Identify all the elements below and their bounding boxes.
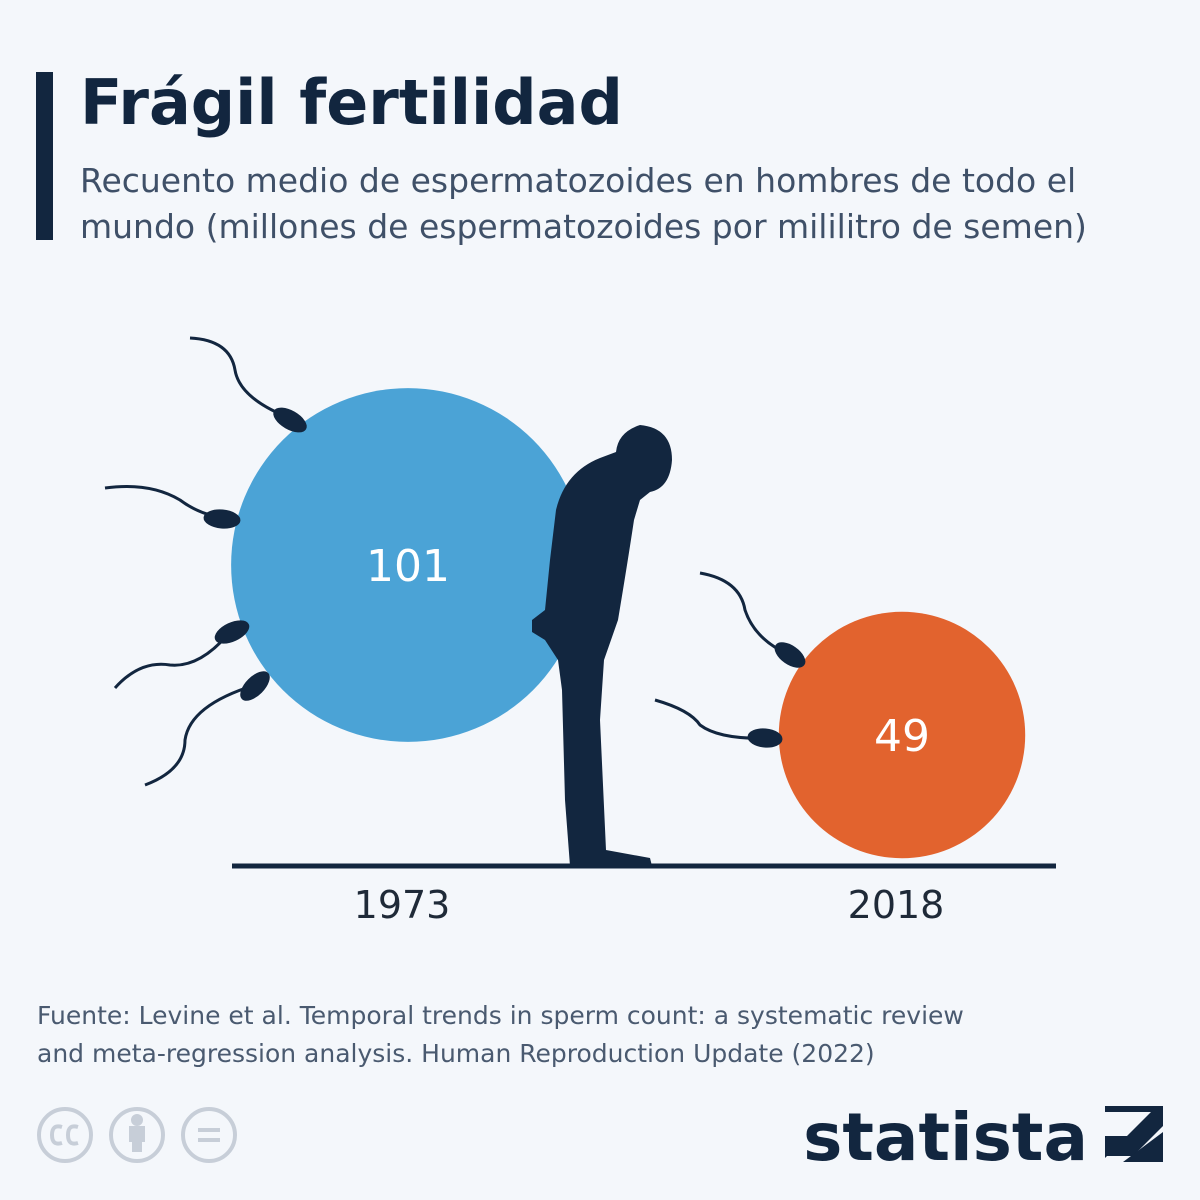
subtitle: Recuento medio de espermatozoides en hom… bbox=[80, 161, 1076, 200]
license-icons bbox=[37, 1107, 237, 1163]
brand: statista bbox=[803, 1099, 1088, 1176]
source: Fuente: Levine et al. Temporal trends in… bbox=[37, 1001, 964, 1030]
bubbles bbox=[231, 388, 1026, 859]
value-label: 101 bbox=[366, 541, 450, 592]
chart-title: Frágil fertilidad bbox=[80, 66, 623, 139]
bubble bbox=[778, 611, 1026, 859]
bubble bbox=[231, 388, 585, 742]
title-bar bbox=[36, 72, 53, 240]
illustration bbox=[104, 336, 806, 866]
source: and meta-regression analysis. Human Repr… bbox=[37, 1039, 875, 1068]
subtitle: mundo (millones de espermatozoides por m… bbox=[80, 207, 1087, 246]
brand-logo bbox=[1105, 1106, 1163, 1162]
x-tick-label: 2018 bbox=[848, 883, 945, 927]
value-label: 49 bbox=[874, 711, 930, 762]
x-tick-label: 1973 bbox=[354, 883, 451, 927]
